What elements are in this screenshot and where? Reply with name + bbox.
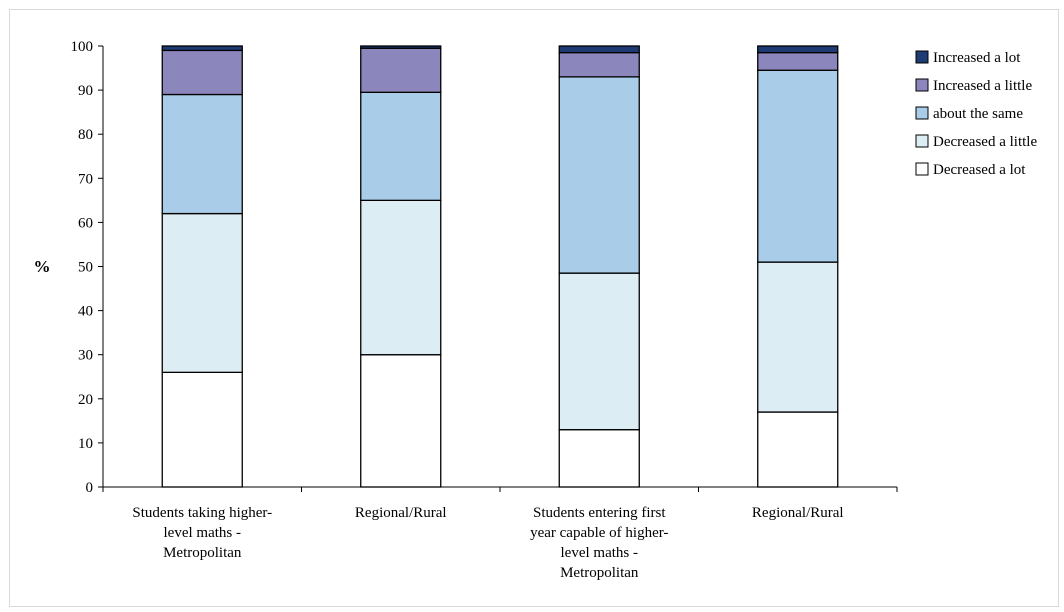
bar-segment — [360, 91, 442, 201]
bar-segment — [558, 429, 640, 488]
bar-segment — [757, 69, 839, 263]
chart-frame — [9, 9, 1059, 607]
y-tick-label: 20 — [78, 392, 93, 408]
legend-swatch — [915, 78, 929, 92]
legend-label: Decreased a little — [933, 134, 1037, 150]
bar-segment — [757, 261, 839, 413]
y-tick-label: 0 — [86, 480, 94, 496]
x-category-label: level maths - — [561, 545, 638, 561]
bar-segment — [360, 199, 442, 356]
legend-label: about the same — [933, 106, 1023, 122]
bar-segment — [161, 212, 243, 373]
bar-segment — [757, 51, 839, 71]
y-tick-label: 10 — [78, 436, 93, 452]
bar-segment — [360, 45, 442, 49]
y-tick-label: 90 — [78, 83, 93, 99]
legend-label: Increased a little — [933, 78, 1032, 94]
x-category-label: Regional/Rural — [355, 505, 447, 521]
y-tick-label: 50 — [78, 260, 93, 276]
legend-label: Increased a lot — [933, 50, 1021, 66]
x-category-label: Students entering first — [533, 505, 666, 521]
bar-segment — [360, 354, 442, 488]
legend-swatch — [915, 106, 929, 120]
y-tick-label: 70 — [78, 171, 93, 187]
legend-swatch — [915, 134, 929, 148]
bar-segment — [161, 49, 243, 96]
y-tick-label: 60 — [78, 215, 93, 231]
x-category-label: Students taking higher- — [132, 505, 272, 521]
bar-segment — [161, 371, 243, 488]
legend-swatch — [915, 50, 929, 64]
x-category-label: year capable of higher- — [530, 525, 668, 541]
y-tick-label: 40 — [78, 304, 93, 320]
y-axis-label: % — [34, 257, 51, 276]
bar-segment — [757, 411, 839, 488]
legend-label: Decreased a lot — [933, 162, 1026, 178]
x-category-label: Metropolitan — [163, 545, 242, 561]
x-category-label: level maths - — [164, 525, 241, 541]
bar-segment — [558, 45, 640, 54]
y-tick-label: 100 — [71, 39, 94, 55]
bar-segment — [360, 47, 442, 93]
y-tick-label: 30 — [78, 348, 93, 364]
x-category-label: Metropolitan — [560, 565, 639, 581]
legend-swatch — [915, 162, 929, 176]
bar-segment — [757, 45, 839, 54]
bar-segment — [558, 76, 640, 274]
bar-segment — [558, 51, 640, 78]
bar-segment — [558, 272, 640, 431]
x-category-label: Regional/Rural — [752, 505, 844, 521]
bar-segment — [161, 45, 243, 52]
y-tick-label: 80 — [78, 127, 93, 143]
bar-segment — [161, 93, 243, 215]
